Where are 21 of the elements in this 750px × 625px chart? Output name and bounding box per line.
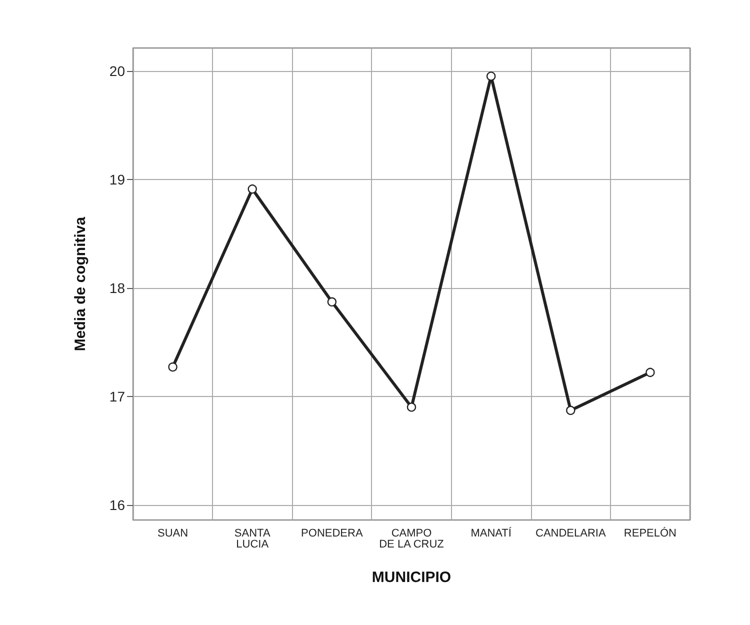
point xyxy=(168,362,178,372)
point xyxy=(646,368,655,378)
point xyxy=(566,406,576,416)
y-tick-label: 16 xyxy=(109,496,126,513)
x-tick-label: CANDELARIA xyxy=(535,528,606,540)
point xyxy=(486,72,496,81)
x-tick-label: PONEDERA xyxy=(301,528,364,540)
x-tick-label: SANTA LUCIA xyxy=(234,528,271,550)
y-tick-label: 18 xyxy=(109,280,126,296)
y-tick-label: 20 xyxy=(109,62,126,79)
x-tick-label: SUAN xyxy=(158,528,188,540)
point xyxy=(327,297,337,306)
x-axis-title: MUNICIPIO xyxy=(372,569,452,586)
x-tick-label: CAMPO DE LA CRUZ xyxy=(379,528,444,550)
point xyxy=(406,402,416,412)
y-axis-title: Media de cognitiva xyxy=(72,216,89,352)
y-tick-label: 17 xyxy=(109,388,126,404)
y-tick-label: 19 xyxy=(109,171,126,188)
point xyxy=(248,184,257,194)
x-tick-label: MANATÍ xyxy=(470,526,512,540)
x-tick-label: REPELÓN xyxy=(624,526,677,540)
